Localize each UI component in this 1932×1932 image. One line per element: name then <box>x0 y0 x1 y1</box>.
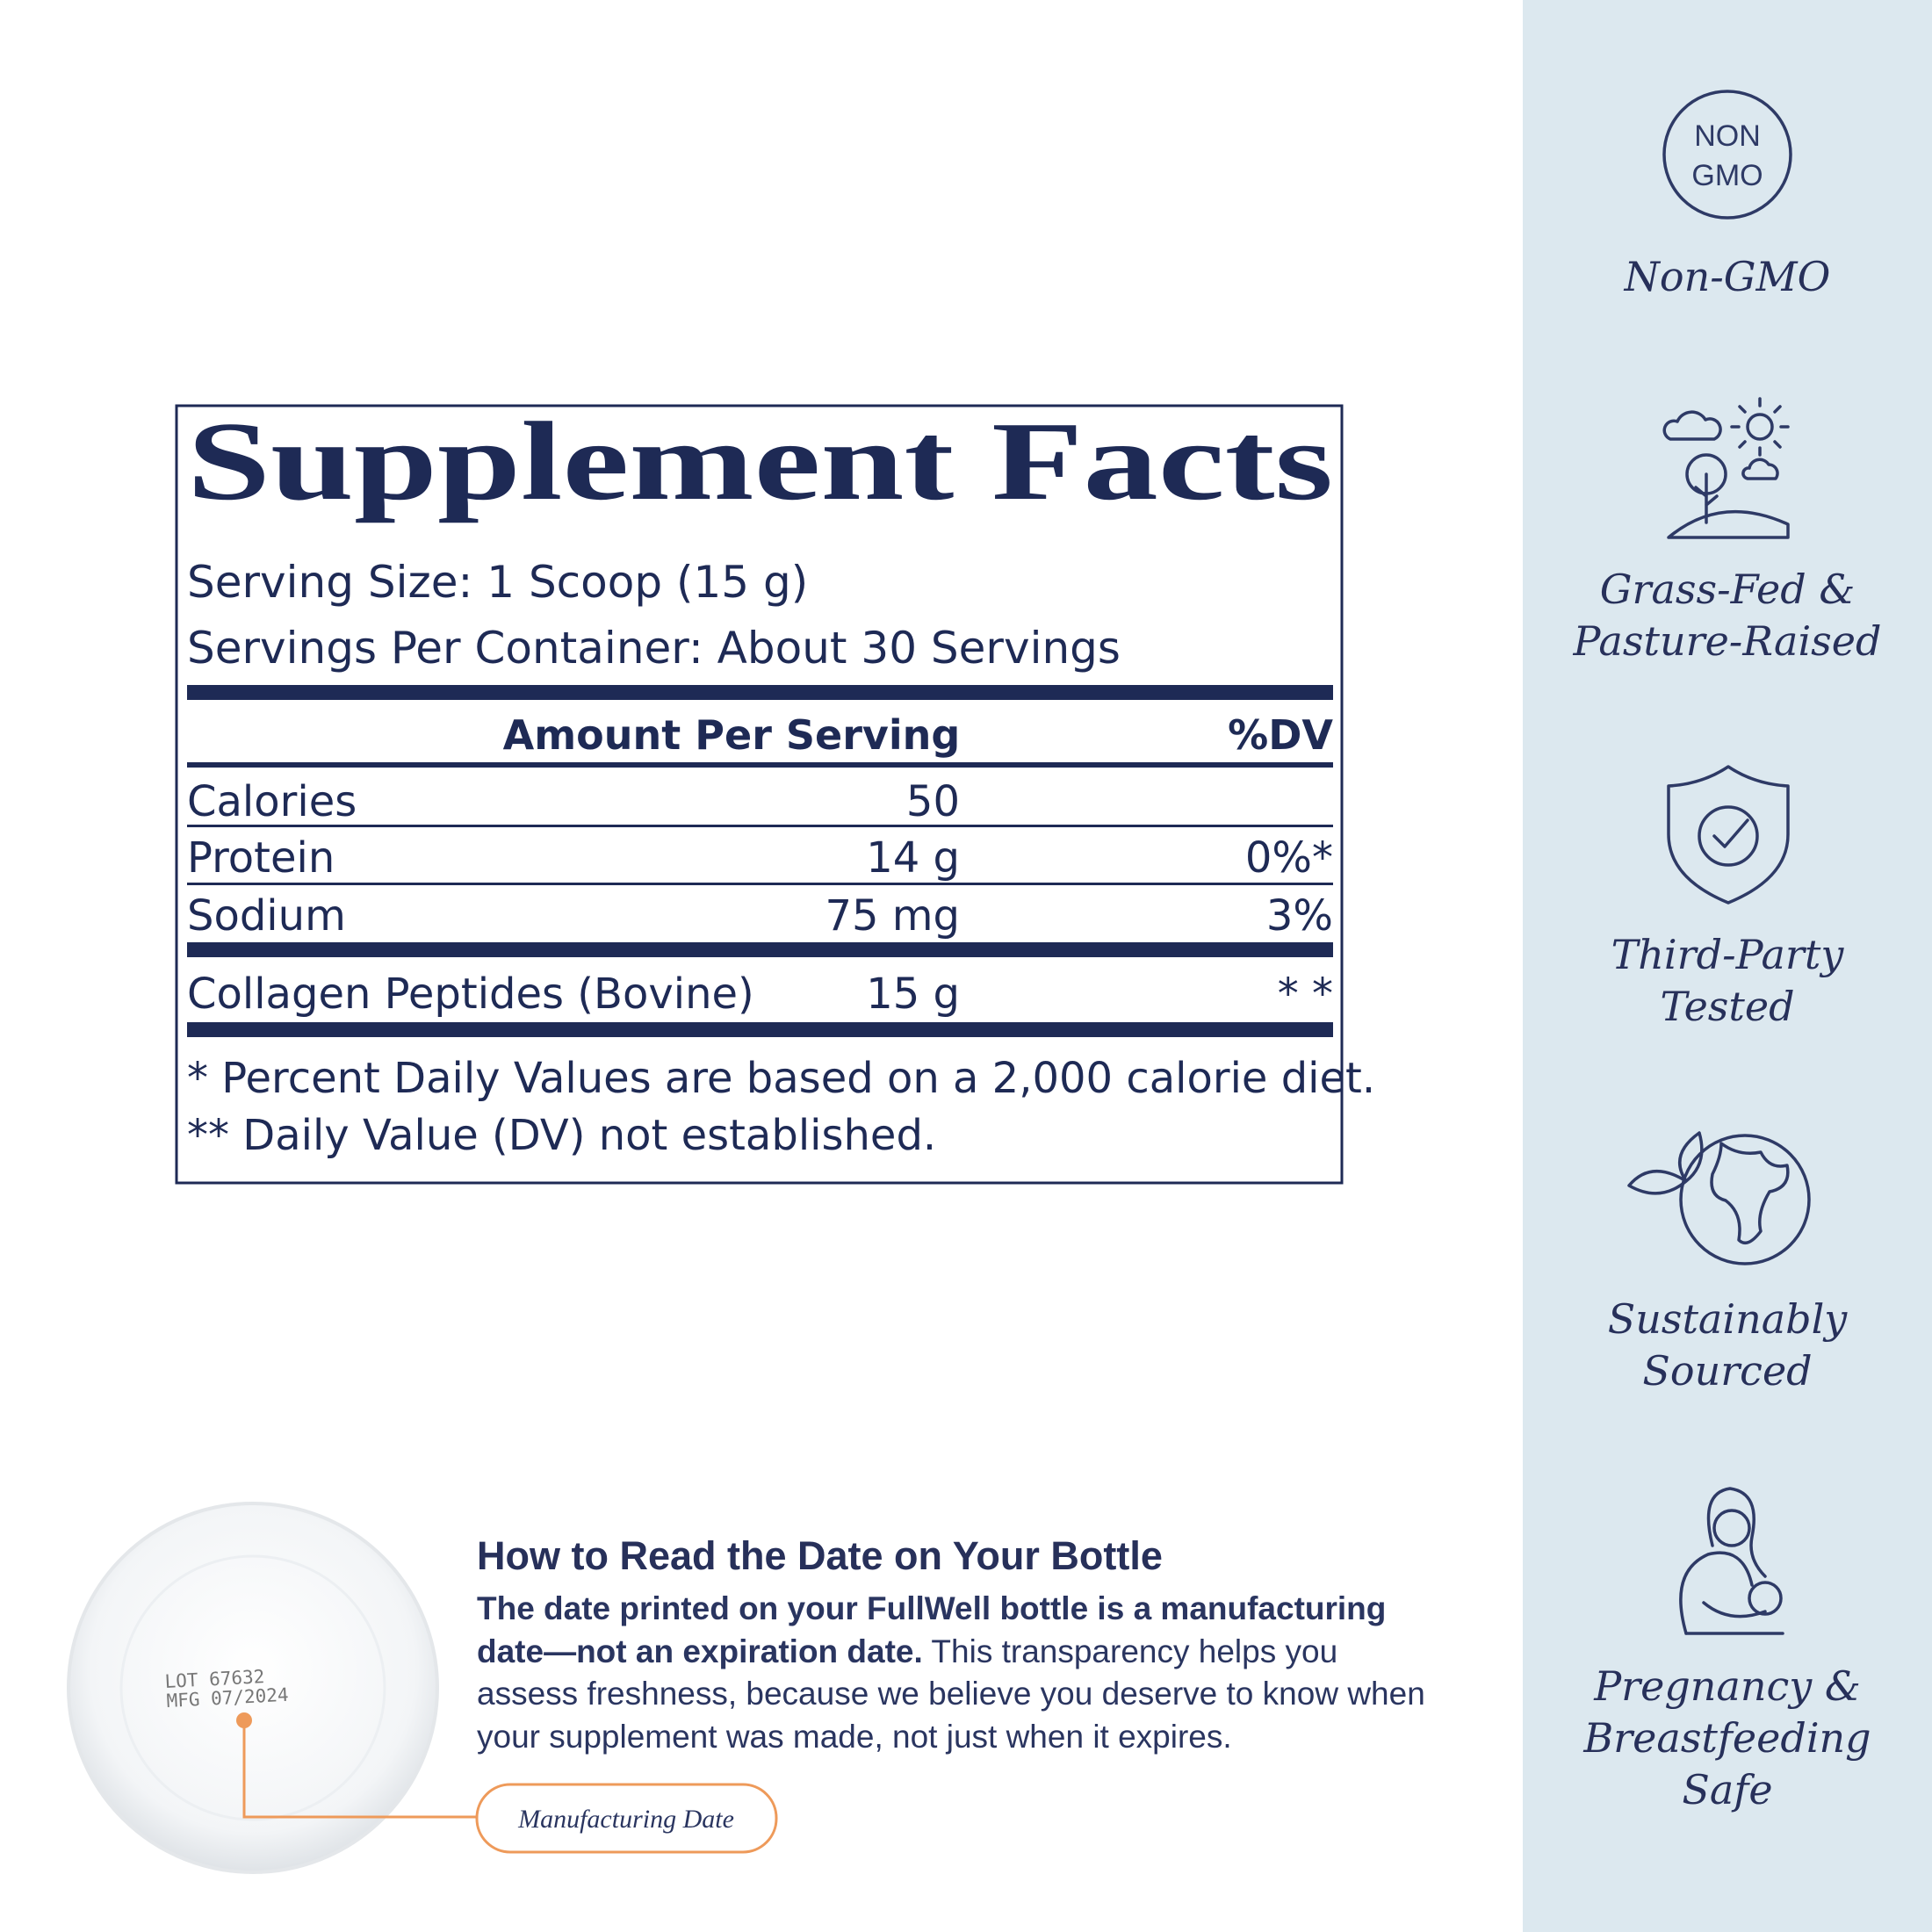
icon-non-gmo <box>1662 90 1792 220</box>
cap-lot: LOT 67632 <box>164 1666 265 1692</box>
row-amount: 50 <box>906 777 960 826</box>
rule <box>187 1022 1333 1037</box>
icon-globe <box>1627 1131 1811 1265</box>
row-amount: 75 mg <box>825 891 960 941</box>
badge-label: Sourced <box>1642 1347 1812 1395</box>
bottle-cap <box>67 1502 439 1874</box>
badge-label: Tested <box>1660 983 1794 1030</box>
icon-mother <box>1679 1487 1784 1635</box>
badge-label: Pregnancy & <box>1593 1662 1861 1710</box>
guide-text: The date printed on your FullWell bottle… <box>477 1588 1425 1758</box>
callout-pill <box>475 1783 778 1854</box>
row-dv: 0%* <box>1245 833 1333 883</box>
badge-label: Pasture-Raised <box>1573 617 1882 665</box>
amount-header: Amount Per Serving <box>503 711 961 759</box>
cap-ring <box>119 1554 386 1821</box>
icon-grass-fed <box>1662 397 1790 539</box>
icon-text: NON <box>1694 119 1761 153</box>
guide-text-body: This transparency helps you assess fresh… <box>477 1633 1425 1755</box>
guide-heading: How to Read the Date on Your Bottle <box>477 1533 1163 1578</box>
rule <box>187 685 1333 700</box>
footnote: * Percent Daily Values are based on a 2,… <box>187 1054 1375 1103</box>
servings-per-container: Servings Per Container: About 30 Serving… <box>187 623 1121 674</box>
guide-text-bold: The date printed on your FullWell bottle… <box>477 1590 1387 1669</box>
callout-text: Manufacturing Date <box>517 1805 734 1834</box>
badge-label: Sustainably <box>1608 1295 1849 1343</box>
footnote: ** Daily Value (DV) not established. <box>187 1111 936 1160</box>
row-amount: 14 g <box>866 833 960 883</box>
serving-size: Serving Size: 1 Scoop (15 g) <box>187 557 808 608</box>
row-dv: * * <box>1278 970 1333 1019</box>
badge-label: Grass-Fed & <box>1600 566 1856 613</box>
row-name: Calories <box>187 777 357 826</box>
row-name: Collagen Peptides (Bovine) <box>187 970 754 1019</box>
rule <box>187 942 1333 957</box>
row-dv: 3% <box>1266 891 1333 941</box>
badge-label: Non-GMO <box>1624 253 1831 300</box>
icon-shield <box>1667 765 1790 905</box>
callout-line <box>242 1720 477 1819</box>
rule <box>187 883 1333 885</box>
badge-label: Breastfeeding <box>1582 1714 1871 1762</box>
facts-box <box>175 404 1344 1185</box>
rule <box>187 825 1333 827</box>
row-amount: 15 g <box>866 970 960 1019</box>
icon-text: GMO <box>1691 159 1763 192</box>
side-panel <box>1523 0 1932 1932</box>
dv-header: %DV <box>1228 711 1333 759</box>
rule <box>187 762 1333 768</box>
badge-label: Safe <box>1682 1766 1772 1813</box>
badge-label: Third-Party <box>1611 931 1845 978</box>
facts-title: Supplement Facts <box>187 399 1333 523</box>
row-name: Sodium <box>187 891 346 941</box>
row-name: Protein <box>187 833 335 883</box>
